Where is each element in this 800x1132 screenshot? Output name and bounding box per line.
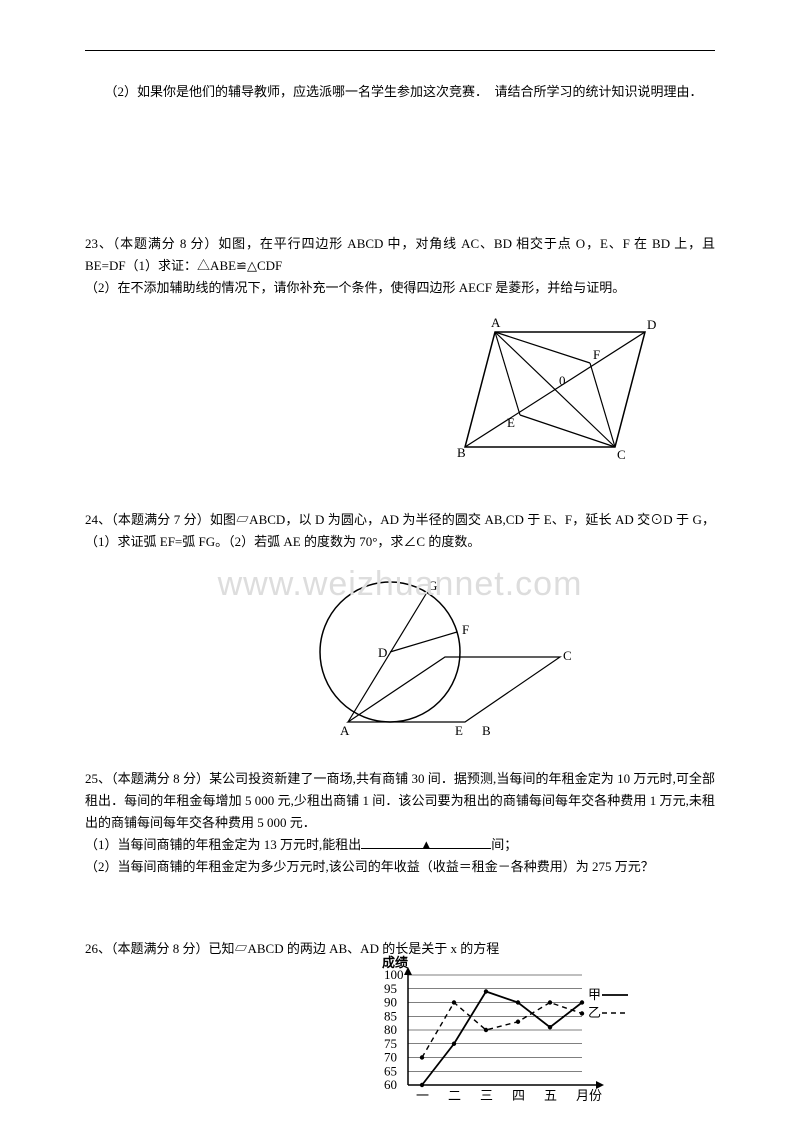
q25-part2: （2）当每间商铺的年租金定为多少万元时,该公司的年收益（收益＝租金－各种费用）为… — [85, 856, 715, 878]
svg-text:一: 一 — [416, 1088, 429, 1103]
label-B: B — [457, 445, 466, 460]
svg-text:月份: 月份 — [576, 1088, 602, 1103]
legend-yi: 乙 — [588, 1005, 601, 1020]
triangle-mark: ▲ — [420, 834, 433, 856]
label-D: D — [378, 645, 387, 660]
q23-line2: （2）在不添加辅助线的情况下，请你补充一个条件，使得四边形 AECF 是菱形，并… — [85, 277, 715, 299]
svg-text:60: 60 — [384, 1077, 397, 1092]
score-chart: 成绩 6065707580859095100 一二三四五月份 甲 乙 — [370, 955, 635, 1109]
svg-text:65: 65 — [384, 1063, 397, 1078]
label-D: D — [647, 317, 656, 332]
svg-text:95: 95 — [384, 981, 397, 996]
label-B: B — [482, 723, 491, 738]
svg-text:85: 85 — [384, 1008, 397, 1023]
q22-part2: （2）如果你是他们的辅导教师，应选派哪一名学生参加这次竞赛． 请结合所学习的统计… — [85, 81, 715, 103]
svg-text:90: 90 — [384, 995, 397, 1010]
label-A: A — [340, 723, 350, 738]
svg-text:70: 70 — [384, 1050, 397, 1065]
label-E: E — [507, 415, 515, 430]
page-rule — [85, 50, 715, 51]
label-C: C — [617, 447, 626, 462]
svg-text:四: 四 — [512, 1088, 525, 1103]
svg-text:75: 75 — [384, 1036, 397, 1051]
label-C: C — [563, 648, 572, 663]
label-E: E — [455, 723, 463, 738]
q25-line1: 25、（本题满分 8 分）某公司投资新建了一商场,共有商铺 30 间．据预测,当… — [85, 768, 715, 834]
q25-part1-pre: （1）当每间商铺的年租金定为 13 万元时,能租出 — [85, 837, 361, 852]
svg-text:100: 100 — [384, 967, 404, 982]
q25-part1-suf: 间； — [491, 837, 517, 852]
label-F: F — [593, 347, 600, 362]
q24-figure: A B C D E F G — [85, 562, 715, 746]
label-O: 0 — [559, 373, 566, 388]
svg-text:80: 80 — [384, 1022, 397, 1037]
q23-figure: A D B C 0 E F — [85, 307, 715, 471]
label-G: G — [428, 578, 437, 593]
q23-line1: 23、（本题满分 8 分）如图，在平行四边形 ABCD 中，对角线 AC、BD … — [85, 233, 715, 277]
label-F: F — [462, 622, 469, 637]
svg-text:二: 二 — [448, 1088, 461, 1103]
legend-jia: 甲 — [588, 987, 601, 1002]
label-A: A — [491, 315, 501, 330]
svg-text:三: 三 — [480, 1088, 493, 1103]
q24-line1: 24、（本题满分 7 分）如图▱ABCD，以 D 为圆心，AD 为半径的圆交 A… — [85, 509, 715, 553]
q25-blank: ▲ — [361, 836, 491, 849]
q25-part1: （1）当每间商铺的年租金定为 13 万元时,能租出▲间； — [85, 834, 715, 856]
svg-text:五: 五 — [544, 1088, 557, 1103]
